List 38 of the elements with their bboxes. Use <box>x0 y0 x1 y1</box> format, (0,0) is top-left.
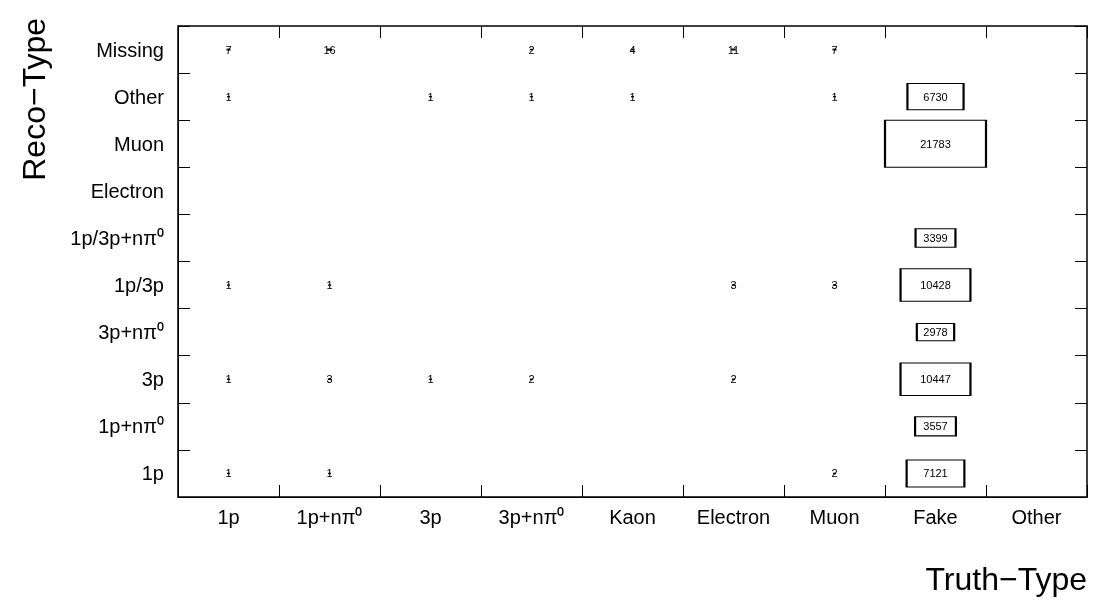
x-tick-label: 3p+nπ⁰ <box>498 506 565 528</box>
y-tick-label: 1p/3p+nπ⁰ <box>70 226 164 249</box>
data-label: 6730 <box>923 90 948 103</box>
y-tick-label: Muon <box>113 132 164 155</box>
data-label: 3 <box>326 373 333 386</box>
x-tick-label: Muon <box>809 506 860 528</box>
data-label: 1 <box>225 279 232 292</box>
y-tick-label: Other <box>113 85 165 108</box>
x-tick-label: Fake <box>913 506 958 528</box>
x-tick-label: Electron <box>696 506 771 528</box>
data-label: 2978 <box>923 326 948 339</box>
data-label: 3 <box>831 279 838 292</box>
x-tick-label: 3p <box>419 506 442 528</box>
data-label: 3557 <box>923 420 948 433</box>
data-label: 1 <box>326 279 333 292</box>
data-label: 3399 <box>923 231 948 244</box>
y-tick-label: Electron <box>90 179 164 202</box>
data-label: 21783 <box>920 137 951 150</box>
x-tick-label: Other <box>1011 506 1062 528</box>
y-tick-label: 3p <box>141 368 164 391</box>
x-axis-title: Truth−Type <box>925 561 1087 597</box>
data-label: 7121 <box>923 467 948 480</box>
data-label: 10428 <box>920 279 951 292</box>
y-tick-label: Missing <box>96 38 164 61</box>
data-label: 16 <box>323 43 336 56</box>
y-tick-label: 1p/3p <box>113 274 164 297</box>
y-axis-title: Reco−Type <box>16 18 52 181</box>
data-label: 10447 <box>920 373 951 386</box>
y-tick-label: 1p+nπ⁰ <box>98 415 164 438</box>
x-tick-label: 1p <box>217 506 240 528</box>
x-tick-label: 1p+nπ⁰ <box>296 506 363 528</box>
data-label: 3 <box>730 279 737 292</box>
data-label: 1 <box>225 373 232 386</box>
data-label: 1 <box>427 373 434 386</box>
y-tick-label: 3p+nπ⁰ <box>98 321 164 344</box>
data-label: 11 <box>727 43 740 56</box>
y-tick-label: 1p <box>141 462 164 485</box>
x-tick-label: Kaon <box>609 506 656 528</box>
